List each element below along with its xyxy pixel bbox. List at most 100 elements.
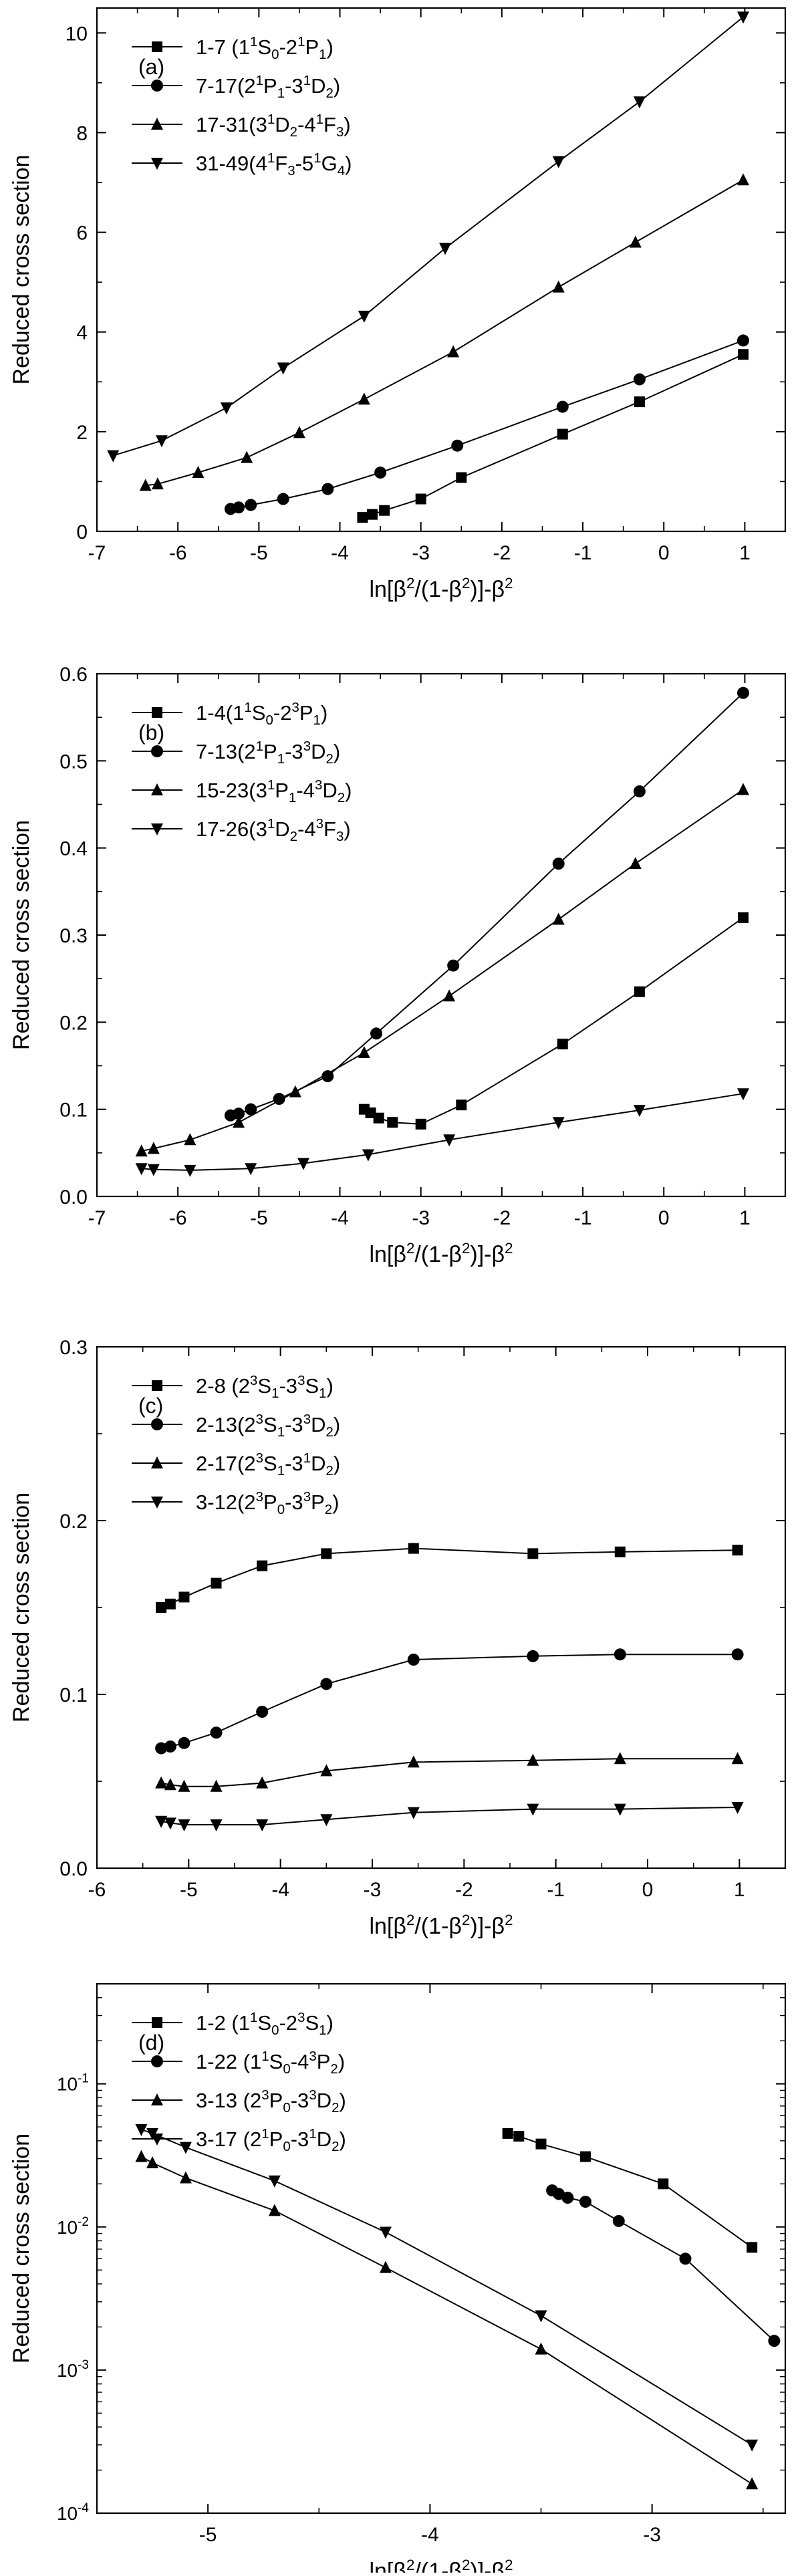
series-2 [224,334,749,515]
chart-panel-3: -6 -5 -4 -3 -2 -1 0 1 0.0 0.1 0.2 0.3 ln[β2/(1-β2)]-… [9,1337,787,1939]
data-point [320,1678,333,1690]
data-point [527,1753,539,1766]
data-point [629,235,642,248]
data-point [633,373,646,386]
data-point [277,493,289,505]
data-point [321,1548,332,1559]
panel-label: (a) [138,55,164,79]
data-point [737,11,749,24]
series-line [160,1654,738,1749]
data-point [408,1543,419,1554]
data-point [633,96,646,109]
legend-label: 3-17 (21P0-31D2) [196,2126,346,2154]
y-tick-label: 0.1 [59,1100,88,1122]
legend: 1-7 (11S0-21P1) 7-17(21P1-31D2) 17-31(31D2… [132,34,352,178]
series-line [141,1093,744,1171]
data-point [178,1736,190,1749]
data-point [210,1779,223,1792]
data-point [633,1104,646,1117]
data-point [737,783,749,795]
data-point [293,426,305,438]
series-line [230,692,744,1116]
series-line [145,179,744,487]
data-point [379,505,390,516]
data-point [737,686,749,699]
x-axis-label: ln[β2/(1-β2)]-β2 [369,1240,513,1267]
data-point [164,1817,176,1830]
legend-marker [151,80,163,92]
data-point [552,156,565,168]
y-tick-label: 0 [76,521,88,543]
x-tick-label: 1 [734,1879,745,1901]
chart-panel-2: -7 -6 -5 -4 -3 -2 -1 0 1 0.0 0.1 0.2 0.3 0.4 0.5 0.6 ln[… [9,664,787,1267]
data-point [320,1814,333,1827]
x-tick-label: 0 [658,542,670,564]
data-point [579,2151,591,2162]
data-point [164,1778,176,1791]
data-point [552,1117,565,1130]
data-point [456,1100,467,1111]
data-point [746,2439,759,2452]
y-tick-label: 10-4 [57,2501,89,2524]
legend-label: 3-13 (23P0-33D2) [196,2087,346,2115]
data-point [527,1548,539,1559]
y-tick-label: 0.6 [59,664,88,686]
data-point [135,2150,148,2162]
data-point [731,1648,744,1661]
x-tick-label: -5 [180,1879,198,1901]
legend: 2-8 (23S1-33S1) 2-13(23S1-33D2) 2-17(23S1-… [132,1373,340,1517]
legend-label: 1-2 (11S0-23S1) [196,2010,333,2038]
legend-marker [151,1418,163,1430]
data-point [233,1108,245,1120]
data-point [443,989,456,1002]
data-point [256,1776,269,1789]
data-point [731,1752,744,1765]
data-point [447,345,460,358]
series-3 [135,783,749,1157]
y-tick-label: 10-2 [57,2215,89,2238]
data-point [634,986,645,997]
y-axis-label: Reduced cross section [9,1493,34,1722]
data-point [358,310,370,323]
series-4 [107,11,749,463]
data-point [415,493,426,505]
y-tick-label: 0.3 [59,925,88,947]
x-tick-label: -6 [169,1207,187,1229]
plot-frame [96,1982,787,2515]
data-point [614,1546,626,1557]
chart-panel-1: -7 -6 -5 -4 -3 -2 -1 0 10246810ln[β2/(1-β2)]-β2R… [9,7,787,602]
series-1 [156,1543,743,1613]
legend-marker [152,2017,162,2028]
y-tick-label: 0.2 [59,1012,88,1034]
series-line [160,1758,738,1787]
data-point [147,1164,160,1176]
data-point [629,857,642,870]
data-point [443,1134,456,1147]
data-point [297,1158,309,1170]
data-point [614,1648,626,1661]
data-point [379,2226,392,2239]
data-point [561,2192,574,2204]
x-axis-label: ln[β2/(1-β2)]-β2 [369,1912,513,1939]
data-point [535,2138,547,2150]
y-tick-label: 0.5 [59,751,88,773]
x-tick-label: -5 [199,2524,217,2546]
data-point [527,1803,539,1816]
y-axis-label: Reduced cross section [9,2134,34,2363]
data-point [737,334,749,347]
series-line [364,917,744,1125]
legend: 1-4(11S0-23P1) 7-13(21P1-33D2) 15-23(31P1-… [132,700,352,844]
legend-marker [151,1497,163,1509]
series-3 [139,173,749,491]
data-point [407,1654,420,1666]
x-tick-label: -4 [421,2524,439,2546]
x-tick-label: -2 [493,542,511,564]
legend-label: 17-31(31D2-41F3) [196,112,351,140]
series-line [141,789,744,1152]
data-point [220,402,233,415]
series-line [160,1547,738,1608]
legend-marker [151,783,163,795]
data-point [447,959,460,972]
panel-label: (c) [138,1394,163,1418]
